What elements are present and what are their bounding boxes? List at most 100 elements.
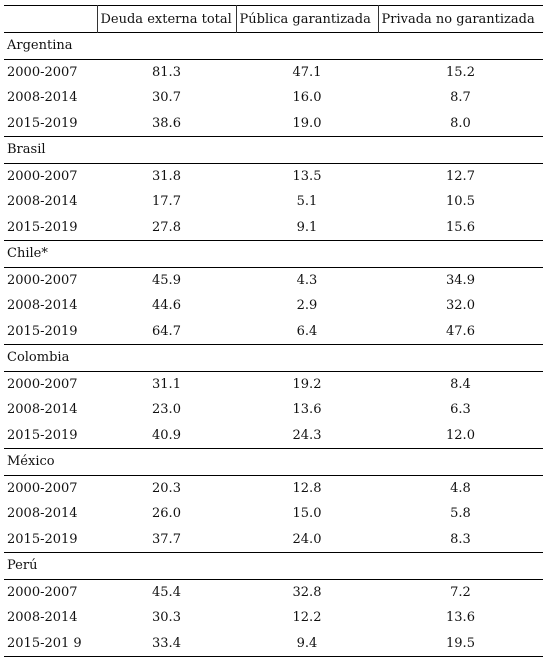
period-cell: 2015-2019: [7, 115, 78, 131]
total-cell: 23.0: [152, 402, 181, 418]
table-row: 2015-2019 38.6 19.0 8.0: [4, 111, 543, 137]
privada-cell: 8.3: [450, 531, 471, 547]
period-cell: 2008-2014: [7, 402, 78, 418]
table-row: 2000-2007 45.4 32.8 7.2: [4, 579, 543, 605]
privada-cell: 12.7: [446, 168, 475, 184]
publica-cell: 4.3: [296, 272, 318, 288]
table-row: 2015-2019 64.7 6.4 47.6: [4, 319, 543, 345]
period-cell: 2008-2014: [7, 506, 78, 522]
publica-cell: 15.0: [292, 506, 322, 522]
debt-table: Deuda externa total Pública garantizada …: [4, 5, 543, 657]
publica-cell: 47.1: [292, 64, 322, 80]
publica-cell: 9.4: [296, 635, 318, 651]
privada-cell: 15.2: [446, 64, 475, 80]
table-body: Argentina 2000-2007 81.3 47.1 15.2 2008-2014 3…: [4, 32, 543, 657]
privada-cell: 10.5: [446, 194, 475, 210]
privada-cell: 19.5: [446, 635, 475, 651]
period-cell: 2000-2007: [7, 272, 78, 288]
period-cell: 2000-2007: [7, 376, 78, 392]
table-row: 2000-2007 31.1 19.2 8.4: [4, 371, 543, 397]
table-row: 2008-2014 30.7 16.0 8.7: [4, 85, 543, 111]
privada-cell: 32.0: [446, 298, 475, 314]
privada-cell: 34.9: [446, 272, 475, 288]
total-cell: 31.1: [152, 376, 181, 392]
country-name: Colombia: [4, 344, 543, 372]
table-row: 2000-2007 20.3 12.8 4.8: [4, 475, 543, 501]
country-name: México: [4, 448, 543, 476]
country-name: Perú: [4, 552, 543, 580]
total-cell: 20.3: [152, 480, 181, 496]
privada-cell: 13.6: [446, 610, 475, 626]
publica-cell: 32.8: [292, 584, 322, 600]
table-row: 2008-2014 30.3 12.2 13.6: [4, 605, 543, 631]
privada-cell: 12.0: [446, 427, 475, 443]
country-row: Argentina: [4, 32, 543, 60]
period-cell: 2015-201 9: [7, 635, 82, 651]
table-row: 2008-2014 44.6 2.9 32.0: [4, 293, 543, 319]
period-cell: 2008-2014: [7, 610, 78, 626]
country-name: Chile*: [4, 240, 543, 268]
publica-cell: 12.2: [292, 610, 322, 626]
country-row: Perú: [4, 552, 543, 580]
total-cell: 30.3: [152, 610, 181, 626]
table-row: 2015-2019 40.9 24.3 12.0: [4, 423, 543, 449]
header-period: [4, 5, 98, 33]
period-cell: 2000-2007: [7, 64, 78, 80]
country-row: Colombia: [4, 344, 543, 372]
privada-cell: 8.4: [450, 376, 471, 392]
publica-cell: 19.2: [292, 376, 322, 392]
privada-cell: 8.0: [450, 115, 471, 131]
total-cell: 17.7: [152, 194, 181, 210]
total-cell: 31.8: [152, 168, 181, 184]
total-cell: 38.6: [152, 115, 181, 131]
publica-cell: 24.0: [292, 531, 322, 547]
privada-cell: 15.6: [446, 219, 475, 235]
header-row: Deuda externa total Pública garantizada …: [4, 5, 543, 33]
privada-cell: 5.8: [450, 506, 471, 522]
period-cell: 2000-2007: [7, 584, 78, 600]
publica-cell: 24.3: [292, 427, 322, 443]
table-row: 2015-201 9 33.4 9.4 19.5: [4, 631, 543, 657]
privada-cell: 8.7: [450, 90, 471, 106]
period-cell: 2000-2007: [7, 168, 78, 184]
publica-cell: 12.8: [292, 480, 322, 496]
table-row: 2008-2014 26.0 15.0 5.8: [4, 501, 543, 527]
header-publica: Pública garantizada: [236, 5, 379, 33]
period-cell: 2015-2019: [7, 323, 78, 339]
table-row: 2015-2019 37.7 24.0 8.3: [4, 527, 543, 553]
table-row: 2000-2007 31.8 13.5 12.7: [4, 163, 543, 189]
total-cell: 64.7: [152, 323, 181, 339]
country-name: Argentina: [4, 32, 543, 60]
total-cell: 26.0: [152, 506, 181, 522]
total-cell: 37.7: [152, 531, 181, 547]
publica-cell: 13.6: [292, 402, 322, 418]
privada-cell: 4.8: [450, 480, 471, 496]
total-cell: 40.9: [152, 427, 181, 443]
period-cell: 2008-2014: [7, 194, 78, 210]
table-row: 2000-2007 81.3 47.1 15.2: [4, 59, 543, 85]
country-row: Brasil: [4, 136, 543, 164]
table-row: 2008-2014 23.0 13.6 6.3: [4, 397, 543, 423]
table-row: 2015-2019 27.8 9.1 15.6: [4, 215, 543, 241]
header-privada: Privada no garantizada: [381, 11, 535, 27]
publica-cell: 13.5: [292, 168, 322, 184]
total-cell: 44.6: [152, 298, 181, 314]
privada-cell: 6.3: [450, 402, 471, 418]
publica-cell: 2.9: [296, 298, 318, 314]
table-row: 2008-2014 17.7 5.1 10.5: [4, 189, 543, 215]
period-cell: 2015-2019: [7, 427, 78, 443]
period-cell: 2008-2014: [7, 90, 78, 106]
country-row: Chile*: [4, 240, 543, 268]
period-cell: 2008-2014: [7, 298, 78, 314]
publica-cell: 9.1: [296, 219, 318, 235]
header-total: Deuda externa total: [97, 5, 237, 33]
publica-cell: 6.4: [296, 323, 318, 339]
privada-cell: 47.6: [446, 323, 475, 339]
publica-cell: 19.0: [292, 115, 322, 131]
country-row: México: [4, 448, 543, 476]
table-row: 2000-2007 45.9 4.3 34.9: [4, 267, 543, 293]
period-cell: 2000-2007: [7, 480, 78, 496]
privada-cell: 7.2: [450, 584, 471, 600]
publica-cell: 5.1: [296, 194, 318, 210]
period-cell: 2015-2019: [7, 531, 78, 547]
